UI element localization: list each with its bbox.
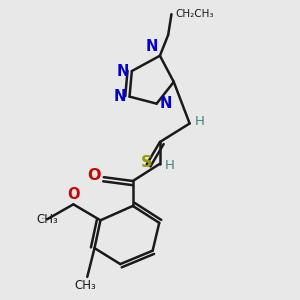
Text: N: N: [146, 39, 158, 54]
Text: H: H: [165, 159, 175, 172]
Text: CH₃: CH₃: [75, 279, 97, 292]
Text: CH₂CH₃: CH₂CH₃: [176, 9, 214, 19]
Text: N: N: [116, 64, 128, 79]
Text: CH₃: CH₃: [36, 213, 58, 226]
Text: N: N: [114, 89, 126, 104]
Text: H: H: [195, 116, 205, 128]
Text: N: N: [160, 96, 172, 111]
Text: S: S: [141, 155, 152, 170]
Text: methoxy: methoxy: [42, 218, 48, 219]
Text: O: O: [67, 187, 80, 202]
Text: O: O: [88, 168, 101, 183]
